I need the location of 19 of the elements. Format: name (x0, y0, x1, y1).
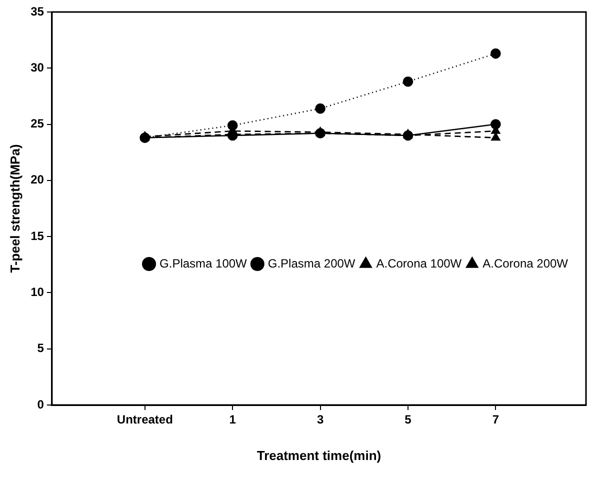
legend-label: G.Plasma 100W (160, 256, 248, 270)
y-tick-label: 30 (30, 60, 44, 74)
y-tick-label: 25 (30, 116, 44, 131)
y-tick-label: 0 (37, 397, 44, 412)
x-tick-label: 5 (404, 412, 412, 427)
y-tick-label: 35 (30, 4, 44, 18)
legend-label: A.Corona 100W (376, 256, 462, 270)
x-axis-title: Treatment time(min) (256, 448, 382, 463)
x-tick-label: Untreated (116, 412, 173, 427)
x-tick-label: 3 (316, 412, 324, 427)
y-tick-label: 10 (30, 285, 44, 300)
x-tick-label: 1 (229, 412, 236, 427)
y-tick-label: 20 (30, 172, 44, 187)
legend-label: G.Plasma 200W (268, 256, 356, 270)
y-axis-title: T-peel strength(MPa) (7, 144, 22, 273)
x-tick-label: 7 (492, 412, 500, 427)
legend-label: A.Corona 200W (482, 256, 569, 270)
y-tick-label: 15 (30, 228, 44, 243)
y-tick-label: 5 (37, 341, 44, 356)
